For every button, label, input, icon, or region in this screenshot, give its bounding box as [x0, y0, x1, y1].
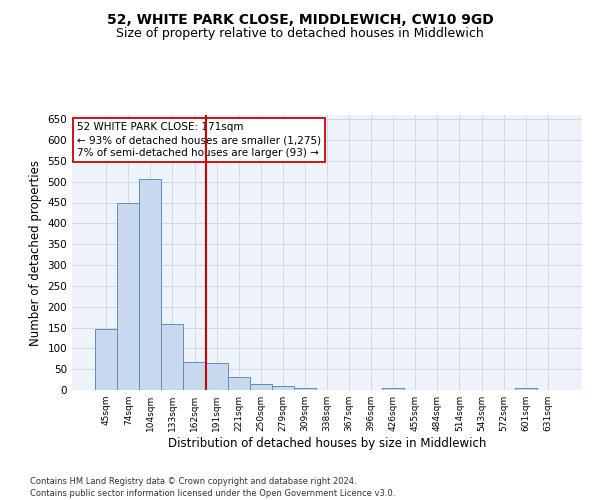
Bar — [139, 179, 161, 390]
Bar — [117, 202, 139, 390]
Bar — [227, 377, 250, 390]
Bar — [294, 388, 316, 390]
Bar — [250, 384, 272, 390]
Bar — [184, 362, 206, 390]
Bar — [515, 388, 537, 390]
Bar — [382, 388, 404, 390]
Bar — [161, 324, 184, 390]
Text: Size of property relative to detached houses in Middlewich: Size of property relative to detached ho… — [116, 28, 484, 40]
Bar — [272, 386, 294, 390]
X-axis label: Distribution of detached houses by size in Middlewich: Distribution of detached houses by size … — [168, 437, 486, 450]
Y-axis label: Number of detached properties: Number of detached properties — [29, 160, 42, 346]
Text: 52 WHITE PARK CLOSE: 171sqm
← 93% of detached houses are smaller (1,275)
7% of s: 52 WHITE PARK CLOSE: 171sqm ← 93% of det… — [77, 122, 321, 158]
Text: Contains HM Land Registry data © Crown copyright and database right 2024.
Contai: Contains HM Land Registry data © Crown c… — [30, 476, 395, 498]
Text: 52, WHITE PARK CLOSE, MIDDLEWICH, CW10 9GD: 52, WHITE PARK CLOSE, MIDDLEWICH, CW10 9… — [107, 12, 493, 26]
Bar — [95, 329, 117, 390]
Bar — [206, 363, 227, 390]
